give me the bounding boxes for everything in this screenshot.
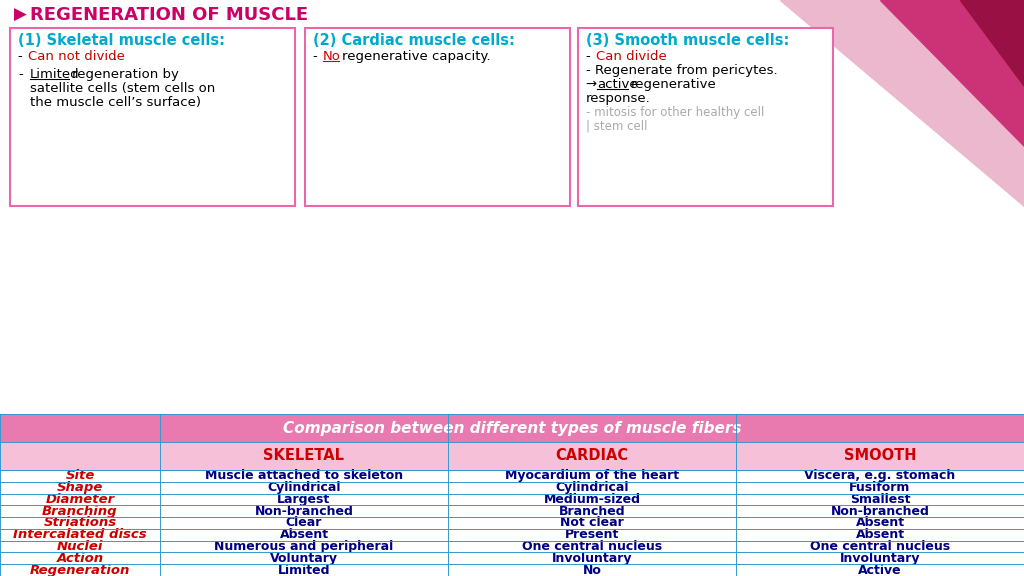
Text: Regeneration: Regeneration (30, 563, 130, 576)
Polygon shape (961, 0, 1024, 86)
Polygon shape (780, 0, 1024, 206)
Text: Shape: Shape (56, 481, 103, 494)
Bar (0, 552, 1024, 564)
Text: Branched: Branched (559, 505, 626, 518)
Bar (0, 529, 1024, 541)
Text: Can divide: Can divide (596, 50, 667, 63)
Text: (2) Cardiac muscle cells:: (2) Cardiac muscle cells: (313, 33, 515, 48)
Text: Striations: Striations (43, 517, 117, 529)
Text: satellite cells (stem cells on: satellite cells (stem cells on (30, 82, 215, 95)
Text: .: . (652, 50, 656, 63)
Text: SMOOTH: SMOOTH (844, 449, 916, 464)
Text: Myocardium of the heart: Myocardium of the heart (505, 469, 679, 482)
Text: Not clear: Not clear (560, 517, 624, 529)
Bar (0, 517, 1024, 529)
Text: ▶: ▶ (14, 6, 27, 24)
Text: Intercalated discs: Intercalated discs (13, 528, 146, 541)
Text: | stem cell: | stem cell (586, 119, 647, 132)
FancyBboxPatch shape (578, 28, 833, 206)
Text: - Regenerate from pericytes.: - Regenerate from pericytes. (586, 64, 777, 77)
Text: Nuclei: Nuclei (56, 540, 103, 553)
Text: Viscera, e.g. stomach: Viscera, e.g. stomach (805, 469, 955, 482)
Text: Absent: Absent (280, 528, 329, 541)
Text: (3) Smooth muscle cells:: (3) Smooth muscle cells: (586, 33, 790, 48)
Text: Involuntary: Involuntary (840, 552, 921, 565)
Text: -: - (18, 68, 23, 81)
Text: Can not divide: Can not divide (28, 50, 125, 63)
FancyBboxPatch shape (10, 28, 295, 206)
Text: Numerous and peripheral: Numerous and peripheral (214, 540, 393, 553)
Text: Involuntary: Involuntary (552, 552, 632, 565)
Text: Limited: Limited (30, 68, 80, 81)
Bar (0, 482, 1024, 494)
Text: Limited: Limited (278, 563, 331, 576)
Text: No: No (583, 563, 601, 576)
Text: (1) Skeletal muscle cells:: (1) Skeletal muscle cells: (18, 33, 225, 48)
Text: Present: Present (565, 528, 620, 541)
Text: Cylindrical: Cylindrical (267, 481, 341, 494)
Text: SKELETAL: SKELETAL (263, 449, 344, 464)
Text: Absent: Absent (855, 517, 904, 529)
Text: REGENERATION OF MUSCLE: REGENERATION OF MUSCLE (30, 6, 308, 24)
Text: Smallest: Smallest (850, 493, 910, 506)
Text: Non-branched: Non-branched (830, 505, 930, 518)
Bar (0, 494, 1024, 505)
FancyBboxPatch shape (305, 28, 570, 206)
Text: CARDIAC: CARDIAC (555, 449, 629, 464)
Text: One central nucleus: One central nucleus (522, 540, 663, 553)
Text: response.: response. (586, 92, 650, 105)
Bar (0, 442, 1024, 470)
Text: →: → (586, 78, 601, 91)
Text: Cylindrical: Cylindrical (555, 481, 629, 494)
Text: Non-branched: Non-branched (255, 505, 353, 518)
Text: Action: Action (56, 552, 103, 565)
Bar (0, 470, 1024, 482)
Bar (0, 564, 1024, 576)
Text: - mitosis for other healthy cell: - mitosis for other healthy cell (586, 106, 764, 119)
Polygon shape (880, 0, 1024, 146)
Text: One central nucleus: One central nucleus (810, 540, 950, 553)
Text: Fusiform: Fusiform (849, 481, 910, 494)
Text: Muscle attached to skeleton: Muscle attached to skeleton (205, 469, 403, 482)
Text: No: No (323, 50, 341, 63)
Text: regenerative capacity.: regenerative capacity. (342, 50, 490, 63)
Text: Diameter: Diameter (45, 493, 115, 506)
Bar (0, 505, 1024, 517)
Text: Clear: Clear (286, 517, 323, 529)
Text: -: - (586, 50, 595, 63)
Text: Comparison between different types of muscle fibers: Comparison between different types of mu… (283, 420, 741, 435)
Text: active: active (597, 78, 638, 91)
Text: the muscle cell’s surface): the muscle cell’s surface) (30, 96, 201, 109)
Text: -: - (18, 50, 27, 63)
Text: Voluntary: Voluntary (270, 552, 338, 565)
Text: regeneration by: regeneration by (72, 68, 179, 81)
Text: Branching: Branching (42, 505, 118, 518)
Text: Medium-sized: Medium-sized (544, 493, 640, 506)
Text: regenerative: regenerative (631, 78, 717, 91)
Bar (0, 541, 1024, 552)
Bar (0, 414, 1024, 442)
Text: Absent: Absent (855, 528, 904, 541)
Text: Active: Active (858, 563, 902, 576)
Text: Site: Site (66, 469, 94, 482)
Text: .: . (113, 50, 117, 63)
Text: -: - (313, 50, 322, 63)
Text: Largest: Largest (278, 493, 331, 506)
